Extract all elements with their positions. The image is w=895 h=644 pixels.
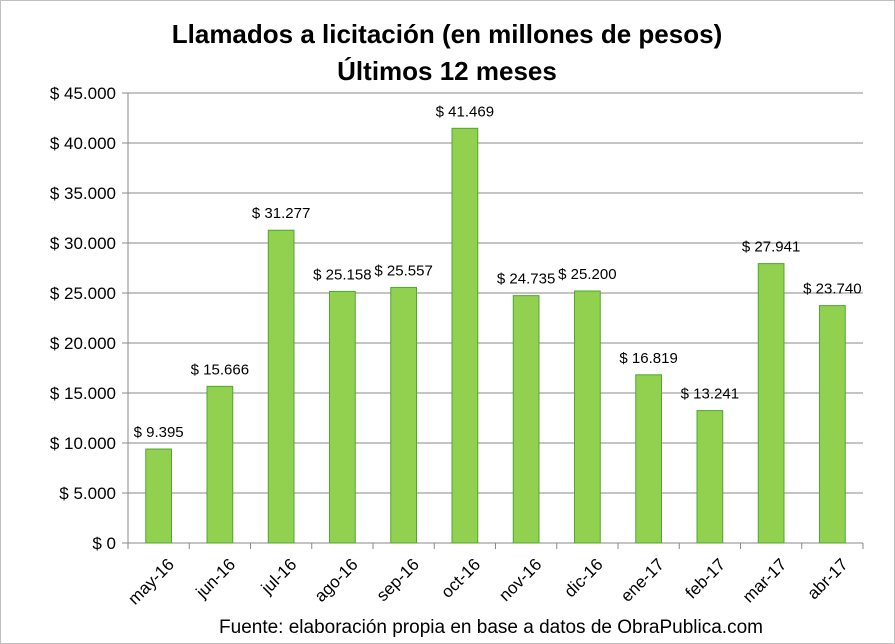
bar: [451, 127, 479, 544]
x-tick-label: ago-16: [311, 555, 362, 606]
bar: [206, 385, 234, 544]
y-tick-label: $ 45.000: [50, 84, 116, 103]
data-label: $ 13.241: [681, 386, 739, 403]
x-tick-label: oct-16: [437, 555, 484, 602]
data-label: $ 25.557: [374, 262, 432, 279]
y-tick-label: $ 15.000: [50, 384, 116, 403]
y-tick-label: $ 20.000: [50, 334, 116, 353]
data-label: $ 16.819: [619, 350, 677, 367]
x-tick-label: jul-16: [257, 555, 301, 599]
bars: [145, 127, 846, 544]
data-label: $ 31.277: [252, 205, 310, 222]
bar: [574, 290, 601, 544]
x-axis-ticks: may-16 jun-16 jul-16 ago-16 sep-16 oct-16 nov-…: [124, 555, 851, 609]
y-axis-ticks: $ 0 $ 5.000 $ 10.000 $ 15.000 $ 20.000 $ 25.0…: [50, 84, 116, 553]
bar: [512, 295, 540, 544]
bar: [757, 263, 785, 544]
y-tick-label: $ 10.000: [50, 434, 116, 453]
axes: [122, 92, 864, 549]
data-label: $ 24.735: [497, 271, 555, 288]
data-label: $ 15.666: [191, 361, 249, 378]
y-tick-label: $ 0: [92, 534, 116, 553]
bar: [267, 229, 295, 544]
y-tick-label: $ 40.000: [50, 134, 116, 153]
x-tick-label: nov-16: [495, 555, 545, 605]
data-labels: $ 9.395 $ 15.666 $ 31.277 $ 25.158 $ 25.557 $…: [134, 103, 862, 441]
source-footer: Fuente: elaboración propia en base a dat…: [219, 617, 763, 638]
data-label: $ 23.740: [803, 281, 861, 298]
x-tick-label: mar-17: [739, 555, 791, 607]
data-label: $ 41.469: [436, 103, 494, 120]
data-label: $ 25.200: [558, 266, 616, 283]
chart-title: Llamados a licitación (en millones de pe…: [172, 19, 722, 49]
bar: [390, 286, 417, 544]
x-tick-label: ene-17: [617, 555, 668, 606]
chart-subtitle: Últimos 12 meses: [337, 56, 557, 86]
x-tick-label: sep-16: [373, 555, 423, 605]
bar: [145, 448, 172, 544]
data-label: $ 25.158: [313, 266, 371, 283]
x-tick-label: dic-16: [561, 555, 607, 601]
x-tick-label: abr-17: [804, 555, 852, 603]
bar: [696, 410, 724, 544]
x-tick-label: may-16: [124, 555, 178, 609]
x-tick-label: jun-16: [192, 555, 240, 603]
bar: [329, 290, 356, 544]
data-label: $ 27.941: [742, 239, 800, 256]
bar: [819, 305, 846, 544]
gridlines: [128, 92, 863, 494]
y-tick-label: $ 5.000: [59, 484, 116, 503]
y-tick-label: $ 25.000: [50, 284, 116, 303]
x-tick-label: feb-17: [682, 555, 730, 603]
y-tick-label: $ 35.000: [50, 184, 116, 203]
data-label: $ 9.395: [134, 424, 184, 441]
bar: [635, 374, 662, 544]
y-tick-label: $ 30.000: [50, 234, 116, 253]
